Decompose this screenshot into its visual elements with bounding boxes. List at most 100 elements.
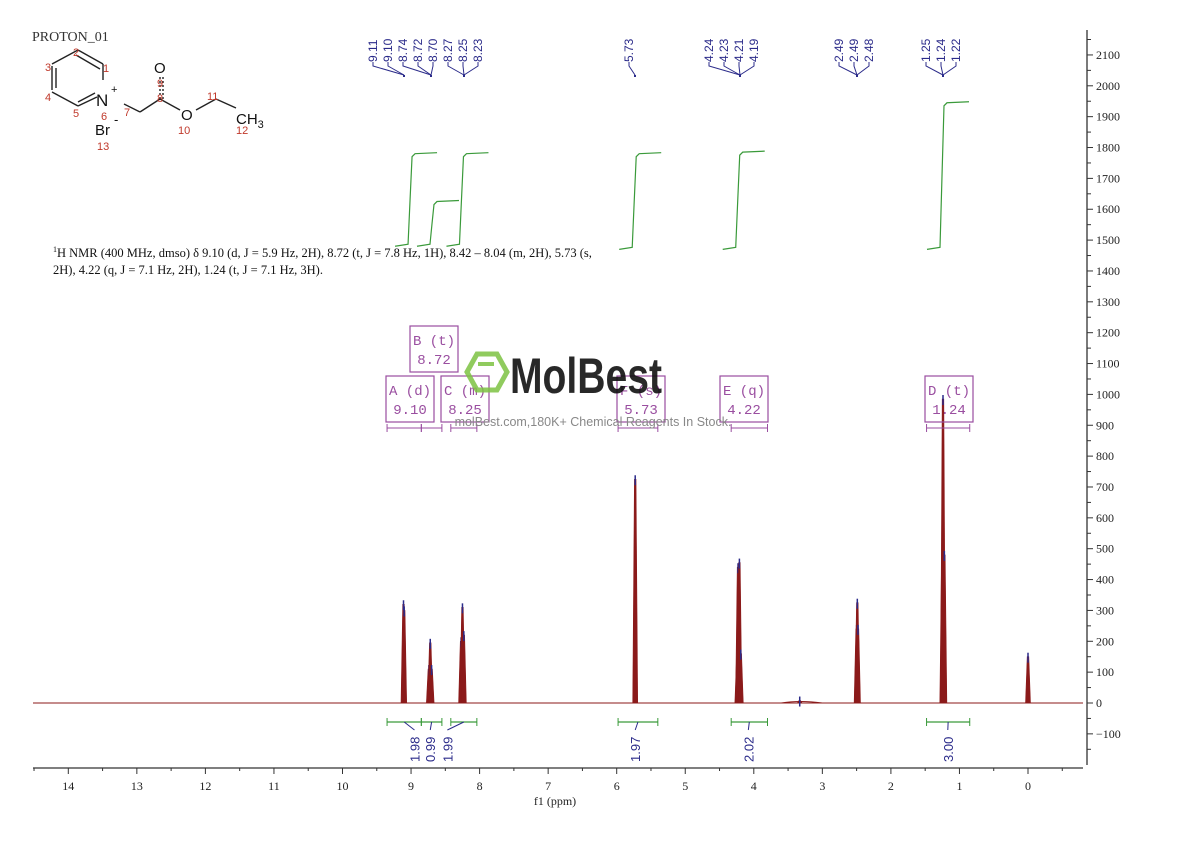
spectrum-peak <box>461 634 467 704</box>
y-tick-label: 1100 <box>1096 357 1120 371</box>
multiplet-shift: 8.25 <box>448 403 482 419</box>
multiplet-box <box>385 375 435 423</box>
molecule-labels: N + O O CH3 Br - <box>95 60 264 139</box>
multiplet-boxes: A (d)9.10B (t)8.72C (m)8.25F (s)5.73E (q… <box>385 325 974 432</box>
svg-text:CH3: CH3 <box>236 111 264 131</box>
x-tick-label: 8 <box>477 779 483 793</box>
spectrum-peak <box>855 628 861 704</box>
multiplet-box <box>924 375 974 423</box>
peak-label: 8.72 <box>411 38 425 62</box>
atom-number: 12 <box>236 125 248 137</box>
x-tick-label: 9 <box>408 779 414 793</box>
spectrum-peak <box>941 554 948 704</box>
multiplet-shift: 5.73 <box>624 403 658 419</box>
integral-curve <box>416 199 460 247</box>
atom-number: 2 <box>73 47 79 59</box>
integral-value: 2.02 <box>741 737 756 762</box>
x-tick-label: 5 <box>682 779 688 793</box>
multiplet-label: F (s) <box>620 384 662 400</box>
integral-curve <box>619 152 662 250</box>
x-tick-label: 14 <box>62 779 74 793</box>
x-tick-label: 13 <box>131 779 143 793</box>
svg-text:N: N <box>96 91 108 110</box>
svg-text:O: O <box>154 60 166 77</box>
x-tick-label: 7 <box>545 779 551 793</box>
superscript-1: 1 <box>53 245 57 254</box>
multiplet-shift: 1.24 <box>932 403 966 419</box>
svg-text:O: O <box>181 107 193 124</box>
x-tick-label: 3 <box>819 779 825 793</box>
peak-label: 8.27 <box>441 38 455 62</box>
y-tick-label: 1500 <box>1096 233 1120 247</box>
y-tick-label: 900 <box>1096 418 1114 432</box>
atom-number: 6 <box>101 111 107 123</box>
y-tick-label: 1600 <box>1096 202 1120 216</box>
peak-label: 2.48 <box>862 38 876 62</box>
integral-value: 1.97 <box>628 737 643 762</box>
y-tick-label: 2000 <box>1096 79 1120 93</box>
y-tick-label: 0 <box>1096 696 1102 710</box>
peak-label: 4.23 <box>717 38 731 62</box>
atom-number: 13 <box>97 141 109 153</box>
y-tick-label: 1800 <box>1096 141 1120 155</box>
y-tick-label: 1200 <box>1096 326 1120 340</box>
peak-label: 8.25 <box>456 38 470 62</box>
peak-label: 1.22 <box>949 38 963 62</box>
x-tick-label: 11 <box>268 779 280 793</box>
y-tick-label: 400 <box>1096 573 1114 587</box>
peak-label: 5.73 <box>622 38 636 62</box>
integral-value: 3.00 <box>941 737 956 762</box>
page-title: PROTON_01 <box>32 30 109 45</box>
multiplet-box <box>440 375 490 423</box>
spectrum-peak <box>632 478 639 704</box>
atom-number: 4 <box>45 92 51 104</box>
peak-label: 8.70 <box>426 38 440 62</box>
integration-bars: 1.98 0.99 1.99 1.97 2.02 3.00 <box>386 718 971 762</box>
peak-label: 4.24 <box>702 38 716 62</box>
spectrum-trace <box>33 395 1083 707</box>
atom-number: 5 <box>73 108 79 120</box>
multiplet-box <box>616 375 666 423</box>
watermark-tagline: molBest.com,180K+ Chemical Reagents In S… <box>455 415 732 429</box>
multiplet-label: A (d) <box>389 384 431 400</box>
x-tick-label: 0 <box>1025 779 1031 793</box>
y-tick-label: 600 <box>1096 511 1114 525</box>
nmr-description-text: H NMR (400 MHz, dmso) δ 9.10 (d, J = 5.9… <box>53 246 592 278</box>
multiplet-label: E (q) <box>723 384 765 400</box>
peak-label: 1.25 <box>919 38 933 62</box>
x-tick-label: 4 <box>751 779 757 793</box>
integral-curve <box>926 101 970 250</box>
y-tick-label: −100 <box>1096 727 1121 741</box>
y-tick-label: 1000 <box>1096 387 1120 401</box>
y-tick-label: 1700 <box>1096 171 1120 185</box>
y-tick-label: 2100 <box>1096 48 1120 62</box>
y-tick-label: 1400 <box>1096 264 1120 278</box>
y-tick-label: 1900 <box>1096 110 1120 124</box>
x-tick-label: 1 <box>956 779 962 793</box>
atom-number: 9 <box>157 78 163 90</box>
y-tick-label: 1300 <box>1096 295 1120 309</box>
axes: 14 13 12 11 10 9 8 7 6 5 4 3 2 1 0f1 (ppm)210020001900… <box>33 30 1121 808</box>
peak-label: 9.11 <box>366 39 380 62</box>
spectrum-peak <box>401 610 408 704</box>
x-tick-label: 12 <box>199 779 211 793</box>
spectrum-peak <box>737 653 744 704</box>
integral-curve <box>394 152 438 247</box>
integral-value: 1.99 <box>440 737 455 762</box>
multiplet-shift: 4.22 <box>727 403 761 419</box>
watermark-brand: MolBest <box>510 348 662 404</box>
svg-text:+: + <box>111 84 117 96</box>
peak-labels: 9.11 9.10 8.74 8.72 8.70 8.27 8.25 8.23 5.73 4.24… <box>366 38 963 77</box>
integral-curve <box>722 150 765 250</box>
y-tick-label: 300 <box>1096 603 1114 617</box>
svg-text:-: - <box>114 112 118 127</box>
y-tick-label: 500 <box>1096 542 1114 556</box>
multiplet-box <box>409 325 459 373</box>
integral-curve <box>446 152 489 247</box>
atom-number: 1 <box>103 63 109 75</box>
x-axis-label: f1 (ppm) <box>534 794 576 808</box>
atom-number: 3 <box>45 62 51 74</box>
multiplet-label: B (t) <box>413 334 455 350</box>
